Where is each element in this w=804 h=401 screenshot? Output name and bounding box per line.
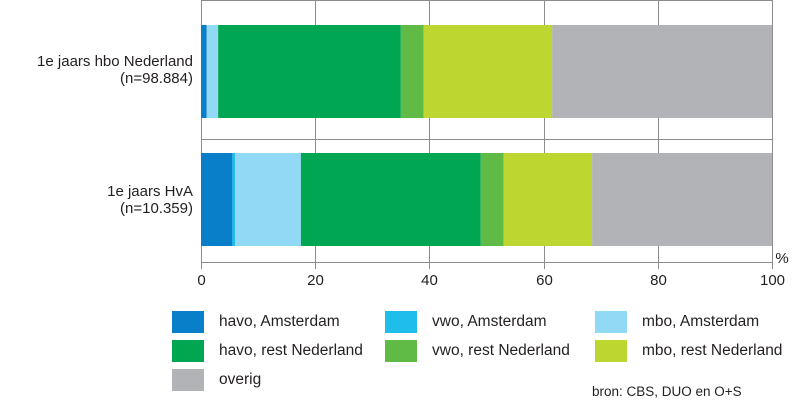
legend-swatch <box>385 311 417 333</box>
legend-label: havo, rest Nederland <box>219 342 363 359</box>
legend-label: mbo, rest Nederland <box>642 342 783 359</box>
legend-swatch <box>172 340 204 362</box>
category-label-hva: 1e jaars HvA (n=10.359) <box>107 183 193 217</box>
legend-item-mbo-rest: mbo, rest Nederland <box>595 340 782 362</box>
bar-segment <box>232 153 236 246</box>
legend-item-havo-rest: havo, rest Nederland <box>172 340 363 362</box>
bar-segment <box>423 25 553 118</box>
category-name: 1e jaars HvA <box>107 183 193 200</box>
bar-segment <box>218 25 401 118</box>
category-count: (n=10.359) <box>120 200 193 217</box>
category-name: 1e jaars hbo Nederland <box>37 53 193 70</box>
legend-swatch <box>385 340 417 362</box>
legend-swatch <box>172 311 204 333</box>
legend-swatch <box>595 340 627 362</box>
tick-label: 40 <box>421 272 438 289</box>
bar-segment <box>201 25 207 118</box>
legend: havo, Amsterdam vwo, Amsterdam mbo, Amst… <box>172 311 792 395</box>
tick-label: 60 <box>536 272 553 289</box>
legend-label: vwo, rest Nederland <box>432 342 570 359</box>
legend-label: vwo, Amsterdam <box>432 313 547 330</box>
unit-label: % <box>775 250 788 267</box>
legend-item-vwo-rest: vwo, rest Nederland <box>385 340 570 362</box>
bar-segment <box>480 153 504 246</box>
bar-segment <box>206 25 219 118</box>
tick-label: 0 <box>197 272 205 289</box>
bar-segment <box>300 153 481 246</box>
legend-item-mbo-amsterdam: mbo, Amsterdam <box>595 311 759 333</box>
bar-segment <box>503 153 593 246</box>
legend-swatch <box>595 311 627 333</box>
legend-item-overig: overig <box>172 369 261 391</box>
category-label-hbo: 1e jaars hbo Nederland (n=98.884) <box>37 53 193 87</box>
legend-item-vwo-amsterdam: vwo, Amsterdam <box>385 311 547 333</box>
tick-label: 100 <box>760 272 785 289</box>
category-count: (n=98.884) <box>120 70 193 87</box>
bar-segment <box>400 25 424 118</box>
legend-swatch <box>172 369 204 391</box>
legend-label: overig <box>219 371 262 388</box>
bar-segment <box>552 25 772 118</box>
legend-label: mbo, Amsterdam <box>642 313 760 330</box>
bar-segment <box>201 153 233 246</box>
source-note: bron: CBS, DUO en O+S <box>592 384 742 399</box>
bar-segment <box>235 153 301 246</box>
legend-label: havo, Amsterdam <box>219 313 340 330</box>
legend-item-havo-amsterdam: havo, Amsterdam <box>172 311 340 333</box>
tick-label: 80 <box>650 272 667 289</box>
bar-segment <box>592 153 772 246</box>
tick-label: 20 <box>307 272 324 289</box>
